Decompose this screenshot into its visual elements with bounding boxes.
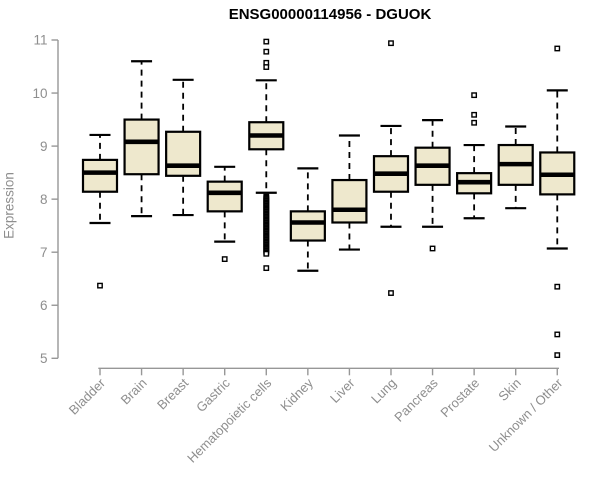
outlier-point [263, 38, 270, 45]
x-tick-label-bladder: Bladder [66, 375, 109, 418]
boxplot-lung [372, 40, 410, 296]
iqr-box [206, 180, 243, 213]
outlier-point [388, 40, 394, 47]
iqr-box [123, 118, 160, 176]
outlier-point [263, 48, 270, 55]
outlier-point [554, 283, 561, 290]
iqr-box [289, 210, 326, 242]
iqr-box [81, 158, 119, 193]
y-tick-label: 5 [40, 351, 48, 366]
x-tick-label-breast: Breast [154, 375, 191, 412]
outlier-point [471, 111, 478, 118]
boxplot-breast [165, 78, 202, 217]
boxplot-pancreas [414, 119, 451, 252]
x-tick-label-lung: Lung [368, 375, 399, 406]
x-tick-label-pancreas: Pancreas [391, 375, 441, 425]
boxplot-skin [497, 125, 534, 210]
outlier-point [263, 250, 270, 257]
outlier-point [554, 45, 561, 52]
iqr-box [165, 130, 202, 177]
x-tick-label-unknown-other: Unknown / Other [486, 375, 566, 455]
boxplot-liver [331, 134, 368, 251]
outlier-point [554, 352, 561, 359]
x-tick-label-skin: Skin [495, 375, 523, 403]
boxplot-prostate [456, 92, 493, 220]
x-tick-label-brain: Brain [118, 375, 150, 407]
x-tick-label-liver: Liver [327, 375, 358, 406]
boxplot-brain [123, 60, 160, 218]
chart-title: ENSG00000114956 - DGUOK [228, 6, 432, 23]
x-tick-label-gastric: Gastric [193, 375, 233, 415]
outlier-point [263, 64, 270, 70]
boxplot-kidney [289, 167, 326, 272]
y-tick-label: 11 [33, 33, 47, 48]
x-tick-label-prostate: Prostate [437, 375, 482, 420]
outlier-point [388, 290, 394, 296]
boxplot-hematopoietic-cells [248, 38, 285, 272]
x-tick-label-kidney: Kidney [277, 375, 316, 414]
boxplot-unknown-other [539, 45, 576, 359]
outlier-point [263, 265, 270, 272]
iqr-box [331, 178, 368, 224]
y-tick-label: 8 [40, 192, 48, 207]
boxplot-bladder [81, 133, 119, 289]
y-tick-label: 10 [32, 86, 47, 101]
outlier-point [554, 331, 561, 338]
outlier-point [221, 256, 228, 262]
y-tick-label: 9 [40, 139, 48, 154]
outlier-point [471, 92, 478, 99]
boxplot-gastric [206, 165, 243, 262]
y-tick-label: 7 [40, 245, 48, 260]
outlier-point [97, 282, 103, 289]
y-axis: 5 6 7 8 9 10 11 [32, 33, 59, 366]
outlier-point [429, 245, 436, 252]
y-tick-label: 6 [40, 298, 48, 313]
outlier-point [471, 119, 478, 126]
